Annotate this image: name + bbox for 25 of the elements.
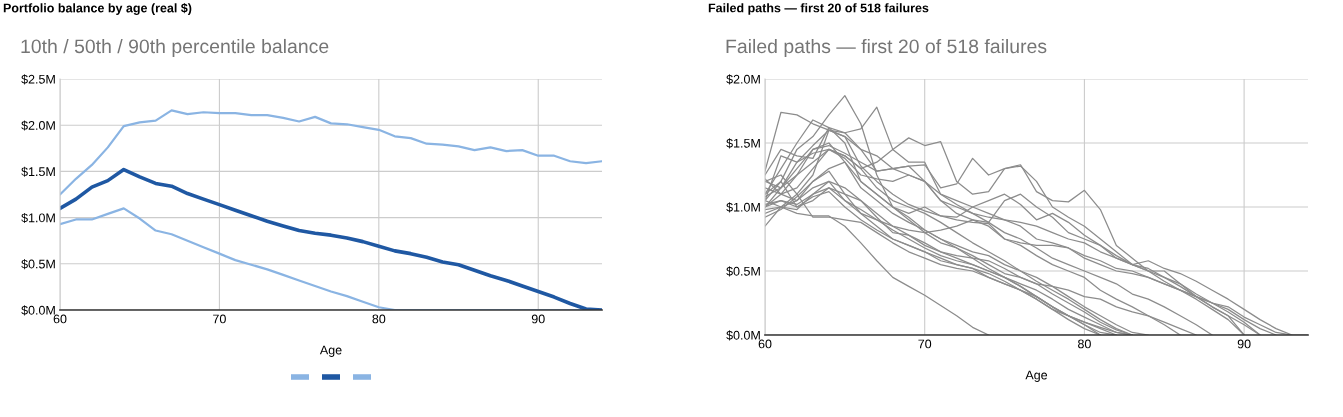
- y-tick-label: $1.0M: [726, 202, 760, 213]
- x-tick-label: 90: [1237, 339, 1251, 349]
- text: Portfolio balance by age (real $): [3, 3, 192, 15]
- y-tick-label: $2.0M: [21, 120, 55, 131]
- y-tick-label: $2.0M: [726, 74, 760, 85]
- y-tick-label: $1.5M: [726, 138, 760, 149]
- x-tick-label: 90: [531, 314, 545, 324]
- y-tick-label: $0.0M: [21, 305, 55, 316]
- x-tick-label: 80: [372, 314, 386, 324]
- x-tick-label: 60: [758, 339, 772, 349]
- y-tick-label: $0.5M: [726, 266, 760, 277]
- x-tick-label: 70: [918, 339, 932, 349]
- y-tick-label: $1.0M: [21, 212, 55, 223]
- x-axis-title: Age: [1025, 370, 1048, 382]
- text: Failed paths — first 20 of 518 failures: [708, 3, 929, 15]
- y-tick-label: $0.0M: [726, 330, 760, 341]
- y-tick-label: $1.5M: [21, 166, 55, 177]
- chart-title: 10th / 50th / 90th percentile balance: [21, 38, 329, 58]
- x-tick-label: 70: [213, 314, 226, 324]
- y-tick-label: $2.5M: [21, 74, 55, 85]
- y-tick-label: $0.5M: [21, 259, 55, 270]
- x-tick-label: 60: [53, 314, 67, 324]
- x-tick-label: 80: [1078, 339, 1091, 349]
- chart-title: Failed paths — first 20 of 518 failures: [726, 38, 1047, 58]
- x-axis-title: Age: [319, 345, 342, 357]
